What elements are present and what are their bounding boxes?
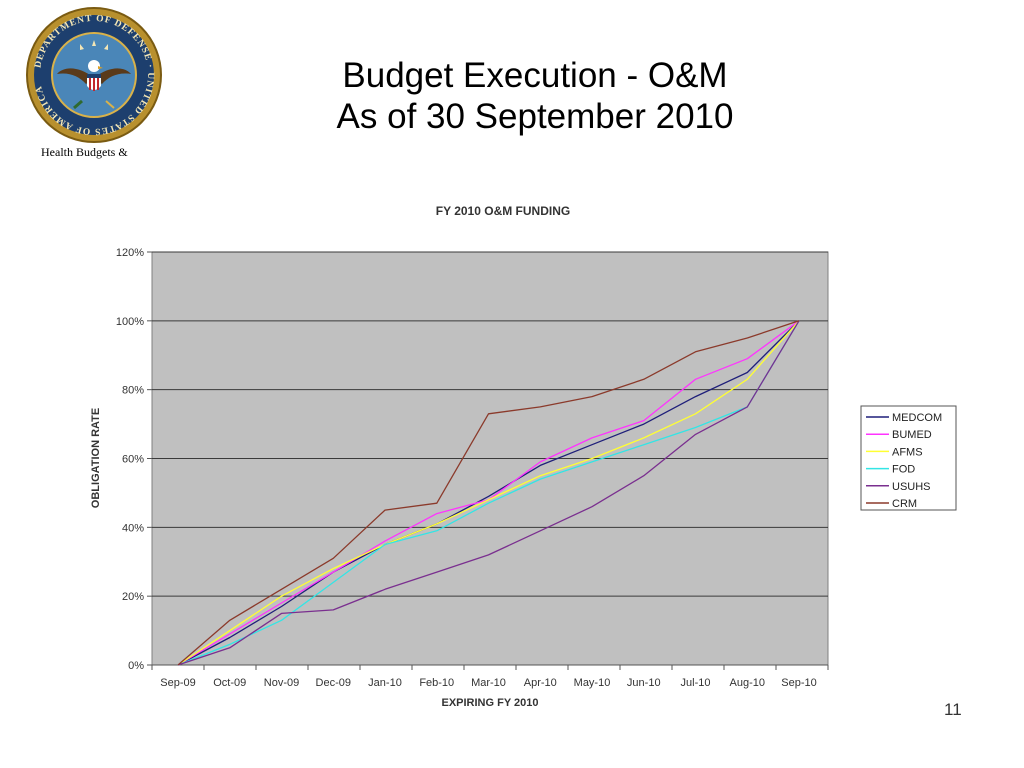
y-tick-label: 80% bbox=[122, 385, 144, 397]
series-line-medcom bbox=[177, 320, 800, 666]
slide-title-line-2: As of 30 September 2010 bbox=[336, 97, 734, 136]
x-tick-label: Oct-09 bbox=[213, 677, 246, 689]
gridlines bbox=[152, 251, 828, 597]
x-tick-label: May-10 bbox=[574, 677, 611, 689]
x-tick-label: Jun-10 bbox=[627, 677, 661, 689]
x-tick-label: Jan-10 bbox=[368, 677, 402, 689]
series-line-usuhs bbox=[177, 320, 800, 666]
x-tick-label: Apr-10 bbox=[524, 677, 557, 689]
x-tick-label: Jul-10 bbox=[681, 677, 711, 689]
x-axis-ticks: Sep-09 Oct-09 Nov-09 Dec-09 Jan-10 Feb-10 Mar-… bbox=[151, 665, 829, 689]
y-tick-label: 60% bbox=[122, 454, 144, 466]
x-tick-label: Feb-10 bbox=[419, 677, 454, 689]
y-axis-ticks: 0% 20% 40% 60% 80% 100% 120% bbox=[116, 247, 152, 672]
y-tick-label: 100% bbox=[116, 316, 144, 328]
x-tick-label: Sep-09 bbox=[160, 677, 195, 689]
x-tick-label: Nov-09 bbox=[264, 677, 299, 689]
seal-caption: Health Budgets & bbox=[41, 145, 128, 159]
x-tick-label: Sep-10 bbox=[781, 677, 816, 689]
series-lines bbox=[177, 320, 800, 666]
slide-title-line-1: Budget Execution - O&M bbox=[342, 56, 728, 95]
chart-title: FY 2010 O&M FUNDING bbox=[436, 204, 570, 218]
chart-legend: MEDCOM BUMED AFMS FOD USUHS CRM bbox=[860, 405, 957, 511]
x-tick-label: Mar-10 bbox=[471, 677, 506, 689]
dod-seal-logo: DEPARTMENT OF DEFENSE · UNITED STATES OF… bbox=[26, 7, 162, 143]
y-axis-label: OBLIGATION RATE bbox=[90, 408, 102, 508]
series-line-afms bbox=[177, 320, 800, 666]
legend-label: BUMED bbox=[892, 429, 932, 441]
legend-label: FOD bbox=[892, 464, 915, 476]
y-tick-label: 0% bbox=[128, 660, 144, 672]
slide-title: Budget Execution - O&M As of 30 Septembe… bbox=[260, 55, 810, 137]
page-number: 11 bbox=[944, 700, 962, 719]
x-axis-label: EXPIRING FY 2010 bbox=[441, 697, 538, 709]
legend-label: USUHS bbox=[892, 481, 931, 493]
x-tick-label: Aug-10 bbox=[730, 677, 765, 689]
x-tick-label: Dec-09 bbox=[316, 677, 351, 689]
y-tick-label: 120% bbox=[116, 247, 144, 259]
series-line-fod bbox=[177, 320, 800, 666]
legend-label: CRM bbox=[892, 498, 917, 510]
legend-label: AFMS bbox=[892, 446, 923, 458]
y-tick-label: 20% bbox=[122, 591, 144, 603]
series-line-crm bbox=[177, 320, 800, 666]
legend-label: MEDCOM bbox=[892, 412, 942, 424]
y-tick-label: 40% bbox=[122, 522, 144, 534]
